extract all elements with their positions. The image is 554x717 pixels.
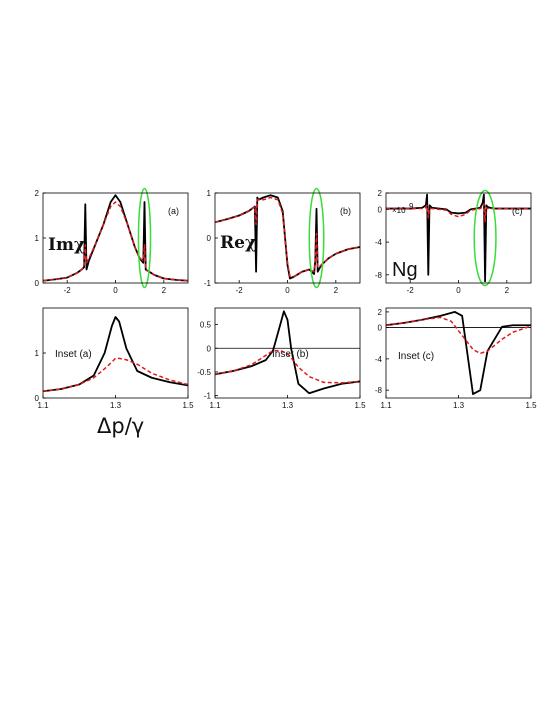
panel-tag: (b) [340, 206, 351, 216]
panel-a: -2 0 2 0 1 2 (a) [35, 187, 189, 295]
y-tick-label: 0 [35, 279, 40, 288]
x-tick-label: 1.1 [37, 401, 49, 410]
series-line-dashed [386, 202, 531, 223]
inset-label: Inset (b) [272, 349, 309, 360]
panel-tag: (a) [168, 206, 179, 216]
y-tick-label: 0 [378, 205, 383, 214]
panel-c-scale-note: ×10 9 [392, 202, 414, 215]
series-line-dashed [215, 196, 360, 277]
highlight-ellipse [308, 187, 325, 289]
ylabel-im-chi: Imχ [48, 235, 85, 255]
x-tick-label: 2 [162, 286, 167, 295]
x-tick-label: 1.3 [110, 401, 122, 410]
x-tick-label: 1.5 [182, 401, 194, 410]
inset-label: Inset (c) [398, 351, 434, 362]
y-tick-label: -0.5 [197, 368, 211, 377]
x-tick-label: 0 [456, 286, 461, 295]
panel-inset-a: 1.1 1.3 1.5 0 1 Inset (a) [35, 307, 194, 410]
x-tick-label: -2 [64, 286, 72, 295]
panel-inset-b: 1.1 1.3 1.5 0.5 0 -0.5 -1 Inset (b) [197, 307, 366, 410]
x-tick-label: 0 [285, 286, 290, 295]
y-tick-label: -1 [204, 279, 212, 288]
x-tick-label: 2 [505, 286, 510, 295]
y-tick-label: 0 [207, 344, 212, 353]
y-tick-label: -1 [204, 392, 212, 401]
highlight-ellipse [473, 189, 497, 287]
y-tick-label: 2 [378, 189, 383, 198]
series-line-solid [43, 316, 188, 393]
panel-c: -2 0 2 2 0 -4 -8 (c) [375, 189, 532, 295]
y-tick-label: 1 [35, 234, 40, 243]
panel-inset-c: 1.1 1.3 1.5 2 0 -4 -8 Inset (c) [375, 307, 537, 410]
series-line-solid [215, 194, 360, 280]
ylabel-re-chi: Reχ [220, 233, 256, 253]
panel-tag: (c) [512, 206, 523, 216]
x-tick-label: -2 [407, 286, 415, 295]
x-tick-label: 2 [334, 286, 339, 295]
series-line-solid [386, 193, 531, 283]
y-tick-label: 1 [207, 189, 212, 198]
plots-layer: -2 0 2 0 1 2 (a) -2 0 2 -1 0 1 (b) -2 0 2 2 0 -4 -8 (c) 1.1 1.3… [35, 187, 537, 410]
y-tick-label: -4 [375, 355, 383, 364]
series-line-solid [215, 310, 360, 395]
y-tick-label: -8 [375, 271, 383, 280]
x-tick-label: 1.5 [354, 401, 366, 410]
panel-b-ylabel: Reχ [220, 233, 256, 253]
y-tick-label: -4 [375, 238, 383, 247]
ylabel-ng: Ng [392, 259, 418, 281]
series-line-dashed [386, 316, 531, 355]
x-tick-label: 0 [113, 286, 118, 295]
scale-note: ×10 [392, 206, 406, 215]
panel-c-ylabel: Ng [392, 259, 418, 281]
inset-label: Inset (a) [55, 349, 92, 360]
scale-exponent: 9 [409, 202, 414, 211]
y-tick-label: 0 [207, 234, 212, 243]
series-line-dashed [215, 349, 360, 384]
y-tick-label: -8 [375, 386, 383, 395]
x-tick-label: -2 [236, 286, 244, 295]
y-tick-label: 0.5 [200, 321, 212, 330]
y-tick-label: 2 [378, 308, 383, 317]
x-tick-label: 1.3 [453, 401, 465, 410]
y-tick-label: 2 [35, 189, 40, 198]
y-tick-label: 1 [35, 349, 40, 358]
x-tick-label: 1.5 [525, 401, 537, 410]
x-tick-label: 1.3 [282, 401, 294, 410]
highlight-ellipse [137, 187, 152, 289]
x-tick-label: 1.1 [209, 401, 221, 410]
x-axis-label: Δp/γ [97, 414, 144, 438]
y-tick-label: 0 [378, 324, 383, 333]
x-tick-label: 1.1 [380, 401, 392, 410]
y-tick-label: 0 [35, 394, 40, 403]
panel-b: -2 0 2 -1 0 1 (b) [204, 187, 361, 295]
panel-a-ylabel: Imχ [48, 235, 85, 255]
